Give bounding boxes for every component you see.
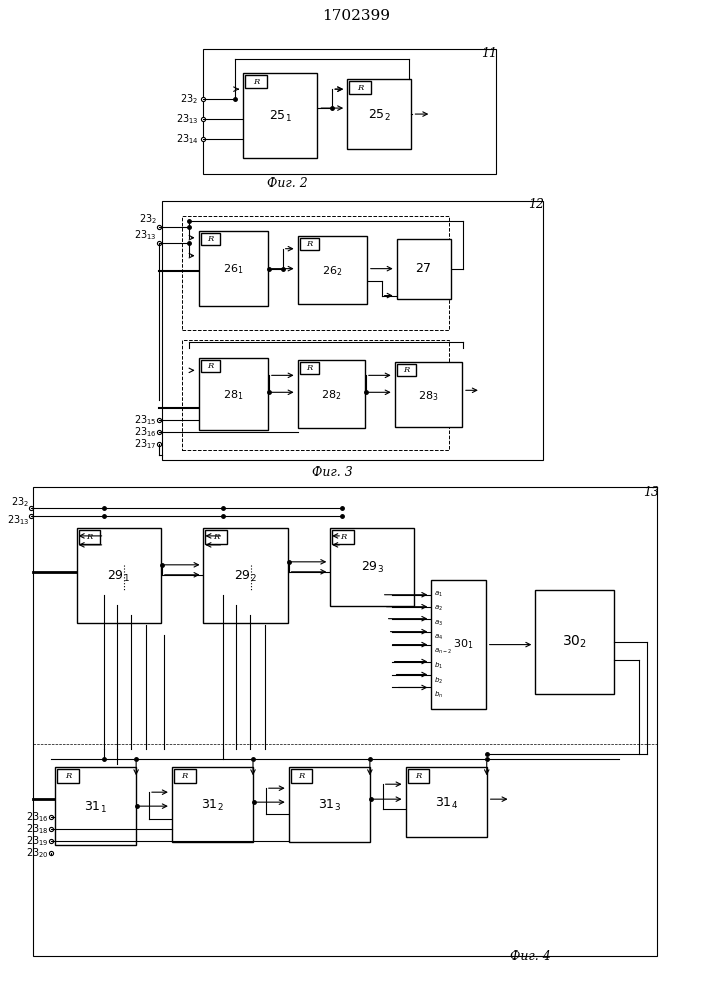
Text: R: R (415, 772, 421, 780)
Text: $26_2$: $26_2$ (322, 264, 342, 278)
Bar (395, 362, 462, 427)
Bar (431, 580, 486, 709)
Text: $23_{18}$: $23_{18}$ (26, 822, 49, 836)
Text: R: R (253, 78, 259, 86)
Text: $a_4$: $a_4$ (434, 633, 443, 642)
Bar (55, 767, 136, 845)
Text: $30_1$: $30_1$ (453, 638, 474, 651)
Bar (245, 75, 267, 88)
Bar (397, 364, 416, 376)
Bar (330, 528, 414, 606)
Text: $23_{14}$: $23_{14}$ (176, 132, 199, 146)
Text: $28_3$: $28_3$ (418, 389, 438, 403)
Bar (204, 49, 496, 174)
Text: $31_4$: $31_4$ (435, 796, 457, 811)
Text: R: R (64, 772, 71, 780)
Bar (298, 236, 367, 304)
Bar (298, 360, 365, 428)
Text: $23_{15}$: $23_{15}$ (134, 413, 157, 427)
Bar (204, 528, 288, 623)
Text: 11: 11 (481, 47, 497, 60)
Text: $23_{17}$: $23_{17}$ (134, 437, 157, 451)
Text: $31_3$: $31_3$ (318, 798, 341, 813)
Bar (57, 769, 78, 783)
Text: $23_{13}$: $23_{13}$ (134, 228, 157, 242)
Text: $23_{13}$: $23_{13}$ (6, 513, 29, 527)
Text: Фиг. 4: Фиг. 4 (510, 950, 551, 963)
Bar (182, 216, 449, 330)
Bar (206, 530, 227, 544)
Text: R: R (214, 533, 219, 541)
Text: $29_2$: $29_2$ (234, 569, 257, 584)
Bar (201, 360, 221, 372)
Bar (243, 73, 317, 158)
Text: $a_1$: $a_1$ (434, 590, 443, 599)
Text: R: R (404, 366, 409, 374)
Bar (535, 590, 614, 694)
Text: $31_1$: $31_1$ (84, 800, 107, 815)
Text: R: R (207, 362, 214, 370)
Bar (332, 530, 354, 544)
Bar (172, 767, 253, 842)
Bar (291, 769, 312, 783)
Text: R: R (357, 84, 363, 92)
Text: $23_{16}$: $23_{16}$ (134, 425, 157, 439)
Bar (199, 358, 268, 430)
Text: $29_3$: $29_3$ (361, 560, 384, 575)
Bar (300, 238, 320, 250)
Bar (288, 767, 370, 842)
Text: $26_1$: $26_1$ (223, 262, 243, 276)
Text: $30_2$: $30_2$ (562, 634, 588, 650)
Bar (77, 528, 161, 623)
Text: R: R (207, 235, 214, 243)
Text: R: R (306, 364, 312, 372)
Text: $28_1$: $28_1$ (223, 388, 243, 402)
Text: 1702399: 1702399 (322, 9, 390, 23)
Bar (397, 239, 451, 299)
Bar (407, 769, 429, 783)
Text: 12: 12 (528, 198, 544, 211)
Text: $23_2$: $23_2$ (139, 212, 157, 226)
Bar (201, 233, 221, 245)
Text: $23_{13}$: $23_{13}$ (176, 112, 199, 126)
Text: $b_n$: $b_n$ (434, 690, 443, 700)
Text: R: R (306, 240, 312, 248)
Bar (406, 767, 486, 837)
Text: $23_2$: $23_2$ (11, 495, 29, 509)
Text: $23_2$: $23_2$ (180, 92, 199, 106)
Text: $a_{n-2}$: $a_{n-2}$ (434, 647, 452, 656)
Text: $23_{16}$: $23_{16}$ (26, 810, 49, 824)
Text: $28_2$: $28_2$ (321, 388, 341, 402)
Text: Фиг. 2: Фиг. 2 (267, 177, 308, 190)
Text: $23_{20}$: $23_{20}$ (26, 846, 49, 860)
Text: R: R (298, 772, 305, 780)
Text: R: R (340, 533, 346, 541)
Text: $a_3$: $a_3$ (434, 618, 443, 628)
Text: $27$: $27$ (416, 262, 432, 275)
Text: $31_2$: $31_2$ (201, 798, 223, 813)
Bar (347, 79, 411, 149)
Bar (78, 530, 100, 544)
Bar (182, 340, 449, 450)
Bar (199, 231, 268, 306)
Text: $b_2$: $b_2$ (434, 676, 443, 686)
Text: Фиг. 3: Фиг. 3 (312, 466, 353, 479)
Bar (162, 201, 543, 460)
Text: $29_1$: $29_1$ (107, 569, 130, 584)
Bar (33, 487, 657, 956)
Text: R: R (182, 772, 188, 780)
Text: $25_1$: $25_1$ (269, 109, 291, 124)
Bar (300, 362, 320, 374)
Text: $23_{19}$: $23_{19}$ (26, 834, 49, 848)
Bar (349, 81, 371, 94)
Text: $25_2$: $25_2$ (368, 108, 390, 123)
Bar (174, 769, 196, 783)
Text: R: R (86, 533, 93, 541)
Text: 13: 13 (643, 486, 659, 499)
Text: $b_1$: $b_1$ (434, 661, 443, 671)
Text: $a_2$: $a_2$ (434, 604, 443, 613)
